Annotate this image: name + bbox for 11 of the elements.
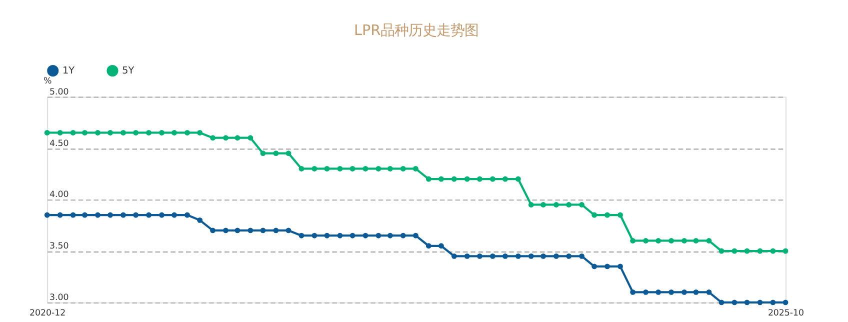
y-tick-label: 4.00 (50, 190, 69, 200)
y-axis-title: % (43, 76, 52, 87)
legend-label: 1Y (62, 66, 75, 77)
y-tick-label: 3.50 (50, 242, 69, 252)
x-tick-label: 2025-10 (768, 308, 804, 318)
y-tick-label: 3.00 (50, 293, 69, 304)
x-tick-label: 2020-12 (30, 308, 66, 318)
chart-title: LPR品种历史走势图 (354, 23, 479, 40)
y-tick-label: 5.00 (50, 87, 69, 98)
y-tick-label: 4.50 (50, 138, 69, 149)
legend-label: 5Y (122, 66, 134, 77)
